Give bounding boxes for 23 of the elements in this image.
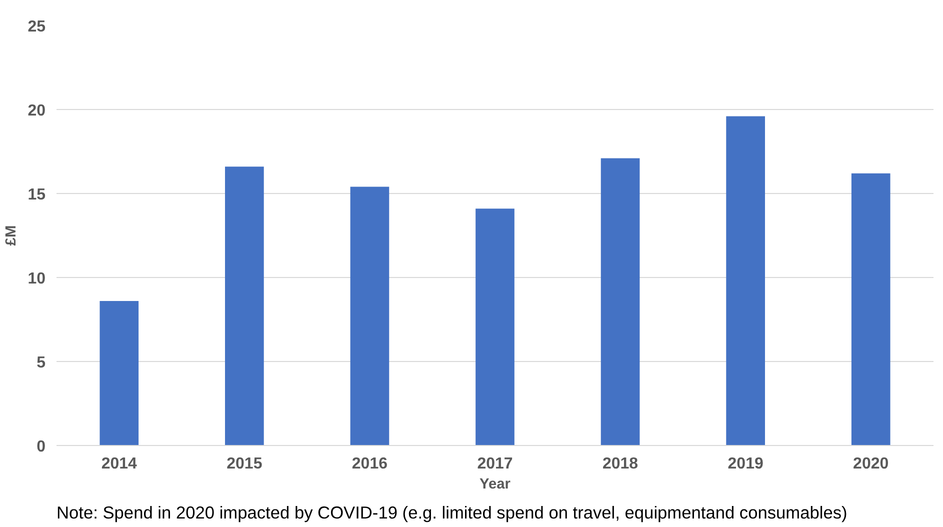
x-tick-label: 2015 [226, 456, 262, 472]
x-tick-label: 2014 [101, 456, 138, 472]
bar [726, 116, 765, 446]
x-tick-label: 2020 [853, 456, 889, 472]
x-axis-title: Year [480, 476, 511, 492]
y-tick-label: 20 [28, 102, 46, 120]
y-tick-label: 5 [36, 354, 46, 372]
x-tick-label: 2019 [728, 456, 764, 472]
bar [100, 301, 139, 446]
y-tick-label: 25 [28, 18, 46, 36]
bar [851, 173, 890, 446]
y-tick-label: 15 [28, 186, 46, 204]
text: Note: Spend in 2020 impacted by COVID-19 (e.g. limited spend on travel, equipmentand consumables) [56, 502, 848, 522]
x-tick-label: 2018 [602, 456, 638, 472]
x-tick-label: 2017 [477, 456, 513, 472]
y-axis-title: £M [4, 225, 20, 246]
bar [476, 208, 514, 446]
y-tick-label: 10 [28, 270, 46, 288]
x-tick-label: 2016 [352, 456, 388, 472]
bar [600, 158, 640, 446]
bar [225, 166, 264, 446]
bar [350, 186, 390, 446]
y-tick-label: 0 [36, 438, 46, 456]
